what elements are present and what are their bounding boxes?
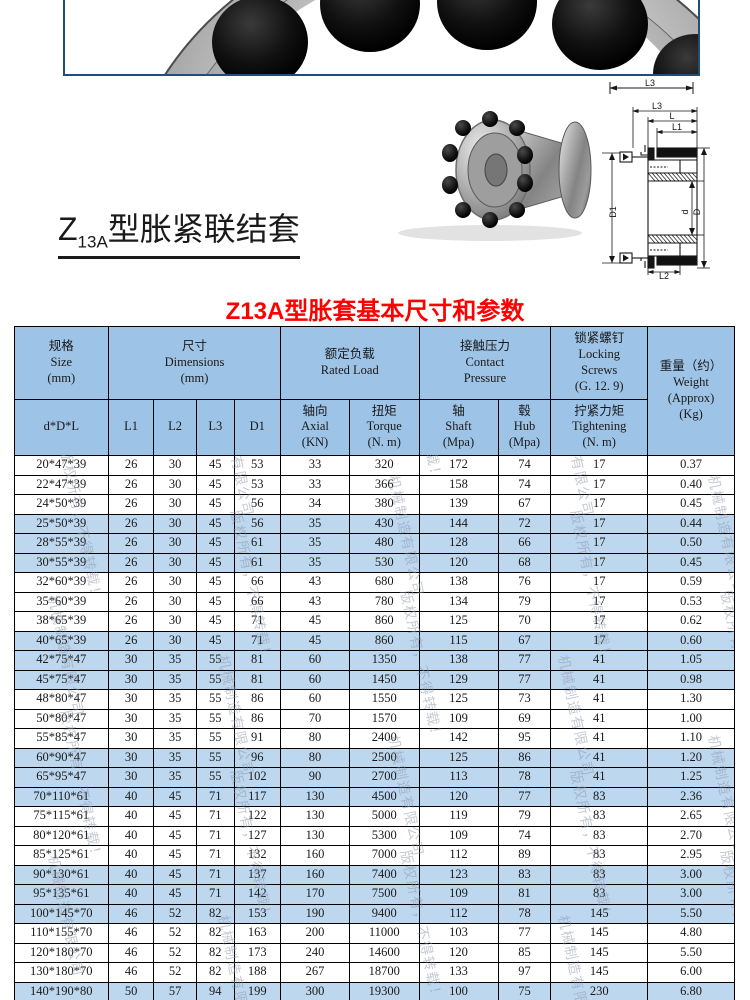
svg-text:L3: L3	[652, 101, 662, 111]
svg-text:D: D	[692, 208, 702, 215]
svg-text:L2: L2	[659, 271, 669, 280]
svg-text:d: d	[680, 209, 690, 214]
svg-text:L: L	[669, 111, 674, 121]
svg-text:D1: D1	[608, 206, 618, 218]
svg-text:L1: L1	[672, 122, 682, 132]
svg-text:L3: L3	[645, 78, 655, 88]
